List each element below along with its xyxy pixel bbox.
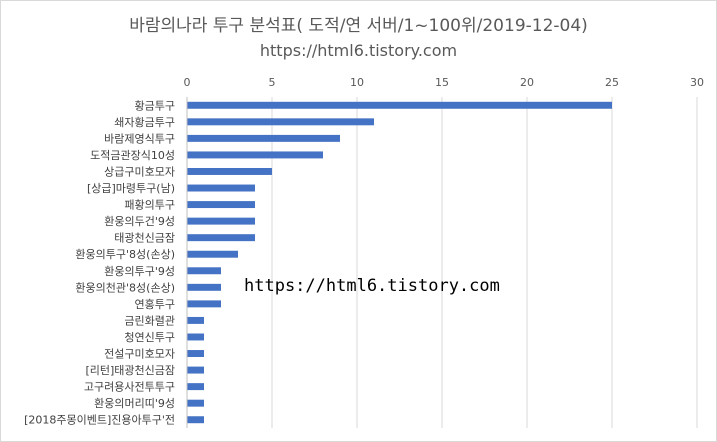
bar (187, 316, 204, 324)
category-label: 태광천신금잠 (114, 231, 175, 245)
x-tick-label: 0 (184, 76, 191, 89)
category-label: 쇄자황금투구 (114, 116, 175, 129)
bar (187, 283, 221, 291)
bar (187, 333, 204, 341)
category-label: 연홍투구 (135, 297, 175, 311)
category-label: 황금투구 (135, 99, 175, 112)
bar (187, 167, 272, 175)
bar (187, 250, 238, 258)
category-label: 패황의투구 (124, 199, 175, 212)
category-label: 환웅의천관'8성(손상) (75, 280, 175, 294)
bar (187, 151, 323, 159)
bar (187, 350, 204, 358)
x-tick-label: 5 (269, 76, 276, 89)
bar (187, 234, 255, 242)
bar (187, 399, 204, 407)
x-tick-label: 25 (605, 76, 619, 89)
watermark-text: https://html6.tistory.com (244, 276, 500, 296)
bar (187, 201, 255, 209)
category-label: 금린화렬관 (124, 314, 175, 327)
x-tick-label: 10 (350, 76, 364, 89)
bar (187, 217, 255, 225)
bar (187, 416, 204, 424)
chart-title: 바람의나라 투구 분석표( 도적/연 서버/1~100위/2019-12-04) (129, 16, 588, 36)
category-label: 청연신투구 (124, 331, 175, 344)
x-tick-label: 30 (690, 76, 704, 89)
category-label: 전설구미호모자 (104, 348, 175, 361)
category-label: 상급구미호모자 (104, 165, 175, 178)
category-label: 환웅의머리띠'9성 (94, 397, 175, 410)
bar (187, 134, 340, 142)
category-label: 환웅의투구'9성 (104, 265, 175, 278)
x-tick-label: 20 (520, 76, 534, 89)
category-label: 환웅의투구'8성(손상) (75, 248, 175, 261)
bar (187, 366, 204, 374)
bar (187, 118, 374, 126)
category-label: [리턴]태광천신금잠 (85, 363, 175, 377)
category-label: [상급]마령투구(남) (87, 182, 175, 195)
bar (187, 300, 221, 308)
x-tick-label: 15 (435, 76, 449, 89)
bar (187, 267, 221, 275)
category-label: 바람제영식투구 (104, 132, 175, 145)
bar (187, 101, 612, 109)
bar (187, 383, 204, 391)
category-label: 환웅의두건'9성 (104, 215, 175, 228)
category-label: 고구려용사전투투구 (84, 381, 175, 394)
chart-subtitle: https://html6.tistory.com (259, 41, 458, 60)
bar (187, 184, 255, 192)
category-label: 도적금관장식10성 (90, 149, 175, 162)
category-label: [2018주몽이벤트]진용아투구'전 (24, 414, 175, 427)
